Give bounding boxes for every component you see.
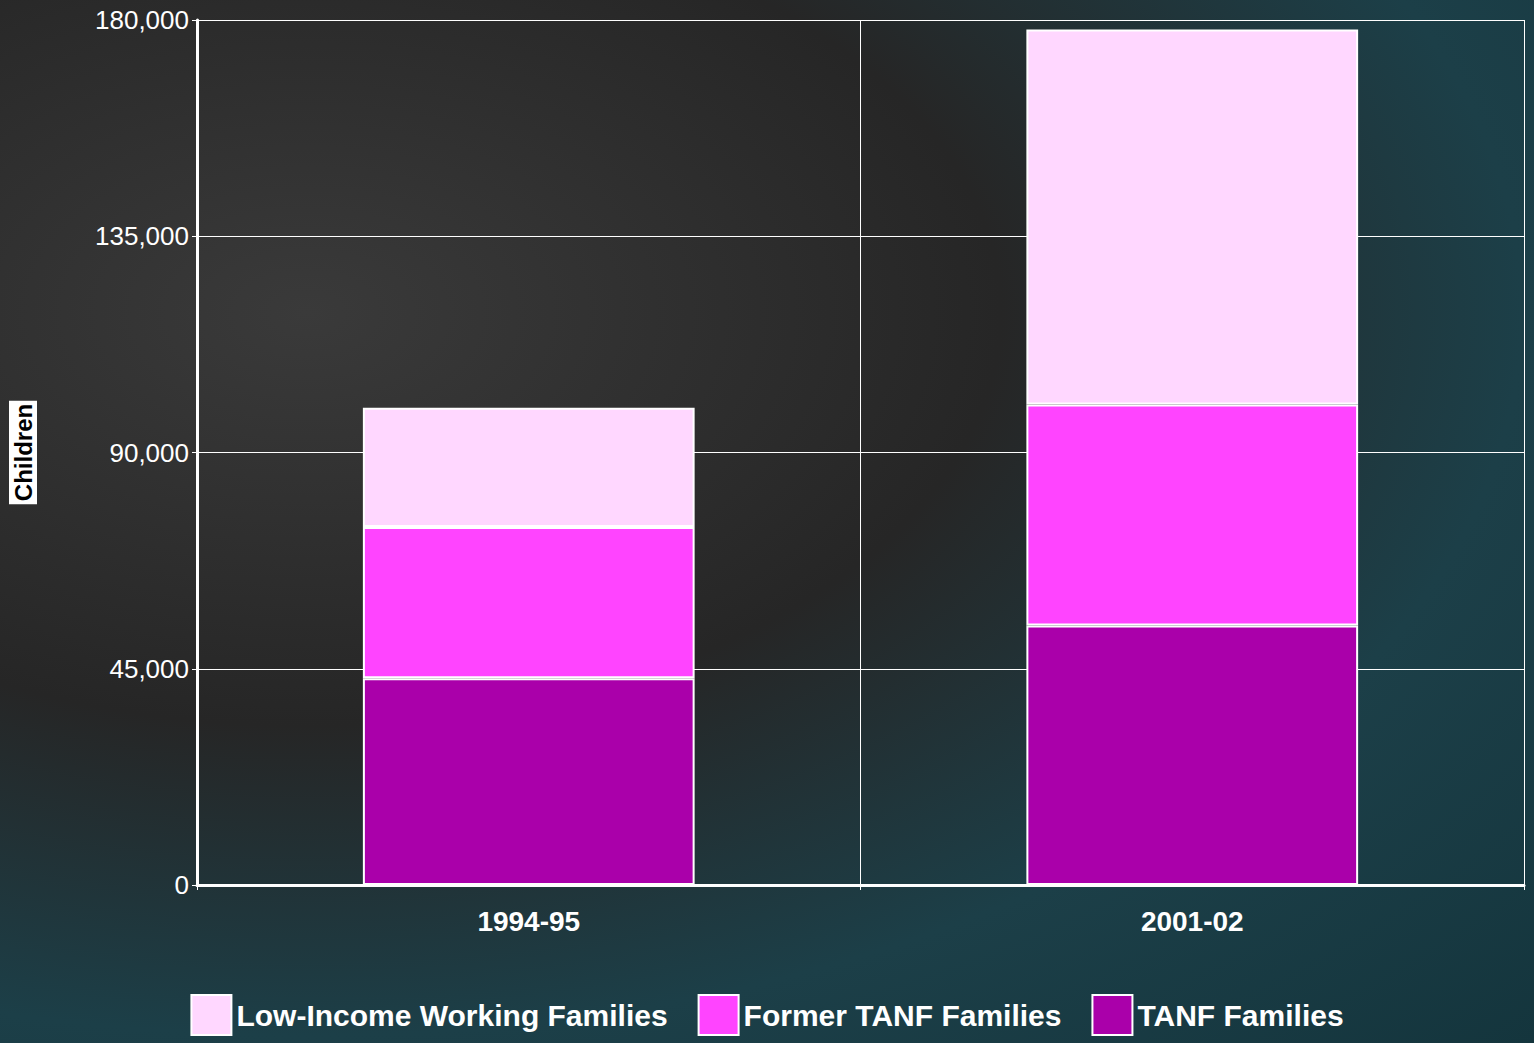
svg-text:Former TANF Families: Former TANF Families [744,999,1062,1032]
svg-text:135,000: 135,000 [95,221,189,251]
svg-text:Children: Children [10,404,37,501]
svg-text:45,000: 45,000 [109,654,189,684]
svg-text:0: 0 [175,870,189,900]
svg-text:180,000: 180,000 [95,5,189,35]
svg-text:2001-02: 2001-02 [1141,906,1244,937]
svg-text:90,000: 90,000 [109,438,189,468]
svg-text:1994-95: 1994-95 [477,906,580,937]
svg-text:Low-Income Working Families: Low-Income Working Families [236,999,667,1032]
svg-text:TANF Families: TANF Families [1137,999,1343,1032]
